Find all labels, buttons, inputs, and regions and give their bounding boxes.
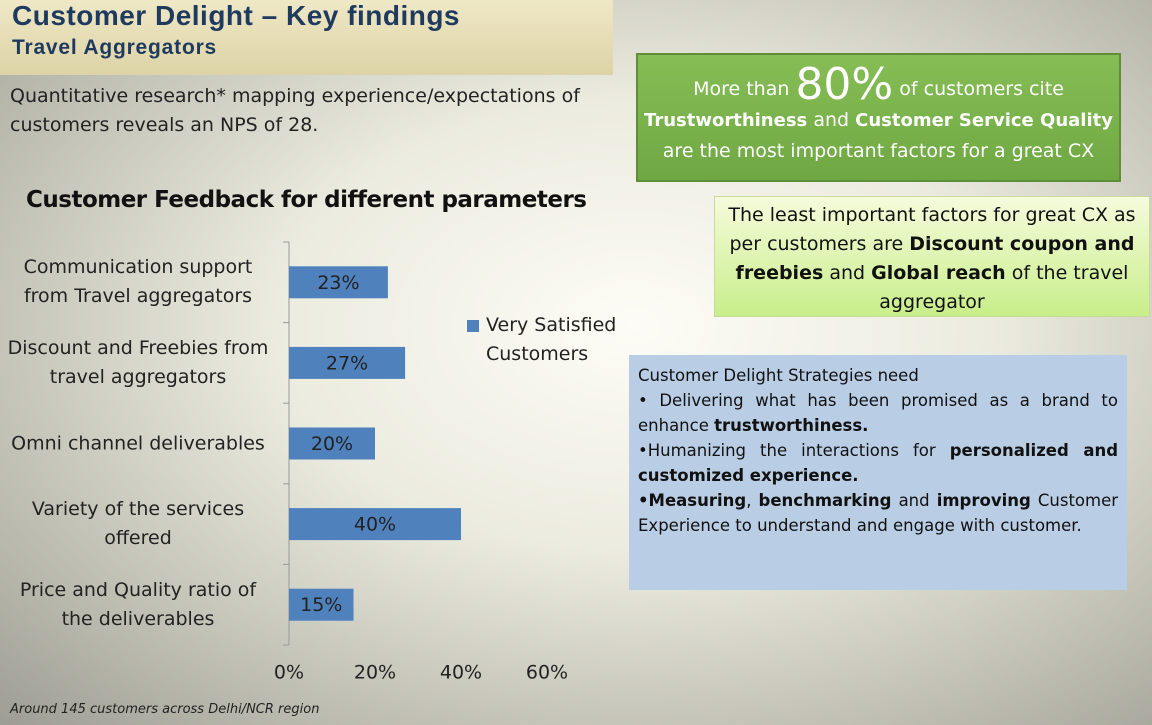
data-label: 40%	[354, 514, 396, 536]
y-tick-label: Omni channel deliverables	[11, 432, 265, 454]
text: trustworthiness.	[714, 416, 869, 435]
text: Customer Service Quality	[855, 110, 1113, 131]
least-important-box: The least important factors for great CX…	[714, 196, 1150, 317]
data-label: 27%	[326, 352, 368, 374]
text: 80%	[795, 59, 894, 110]
strategies-box: Customer Delight Strategies need • Deliv…	[629, 355, 1127, 590]
text: Global reach	[871, 262, 1006, 284]
point: •Measuring, benchmarking and improving C…	[638, 488, 1118, 538]
text: of customers cite	[899, 78, 1064, 100]
data-label: 23%	[317, 272, 359, 294]
bar	[289, 427, 375, 460]
y-tick-label: Variety of the services offered	[31, 498, 245, 550]
point: • Delivering what has been promised as a…	[638, 388, 1118, 438]
text: improving	[936, 491, 1031, 510]
highlight-box: More than 80% of customers cite Trustwor…	[636, 53, 1121, 182]
text: Discount coupon and freebies	[735, 233, 1135, 284]
text: The least important factors for great CX…	[728, 204, 1136, 255]
text: More than	[693, 78, 790, 100]
bar	[289, 266, 388, 299]
text: ,	[746, 491, 752, 510]
text: personalized and customized experience.	[638, 441, 1119, 485]
y-tick-label: Communication support from Travel aggreg…	[23, 256, 253, 308]
y-tick-label: Discount and Freebies from travel aggreg…	[7, 336, 269, 388]
text: and	[813, 109, 850, 131]
text: and	[829, 262, 866, 284]
bar	[289, 588, 354, 621]
text: Customer Experience to understand and en…	[638, 491, 1119, 535]
intro: Quantitative research* mapping experienc…	[10, 85, 580, 136]
footnote: Around 145 customers across Delhi/NCR re…	[10, 702, 320, 717]
x-tick-label: 40%	[440, 662, 482, 684]
header-band	[0, 0, 613, 75]
legend-swatch	[467, 320, 479, 332]
x-tick-label: 0%	[274, 662, 304, 684]
heading: Customer Delight Strategies need	[638, 366, 919, 385]
text: and	[898, 491, 930, 510]
text: •Measuring	[638, 491, 747, 510]
x-tick-label: 20%	[354, 662, 396, 684]
text: benchmarking	[758, 491, 892, 510]
chart-title: Customer Feedback for different paramete…	[26, 187, 587, 213]
bar	[289, 508, 461, 541]
text: of the travel aggregator	[879, 262, 1129, 313]
text: •Humanizing the interactions for	[638, 441, 936, 460]
bar	[289, 346, 406, 379]
y-tick-label: Price and Quality ratio of the deliverab…	[19, 578, 257, 630]
subtitle: Travel Aggregators	[12, 36, 218, 59]
point: •Humanizing the interactions for persona…	[638, 438, 1118, 488]
data-label: 15%	[300, 594, 342, 616]
title: Customer Delight – Key findings	[12, 0, 460, 31]
data-label: 20%	[311, 433, 353, 455]
text: Trustworthiness	[644, 110, 808, 131]
text: are the most important factors for a gre…	[662, 140, 1095, 162]
legend-label: Very Satisfied Customers	[486, 314, 617, 365]
x-tick-label: 60%	[526, 662, 568, 684]
text: • Delivering what has been promised as a…	[638, 391, 1118, 435]
